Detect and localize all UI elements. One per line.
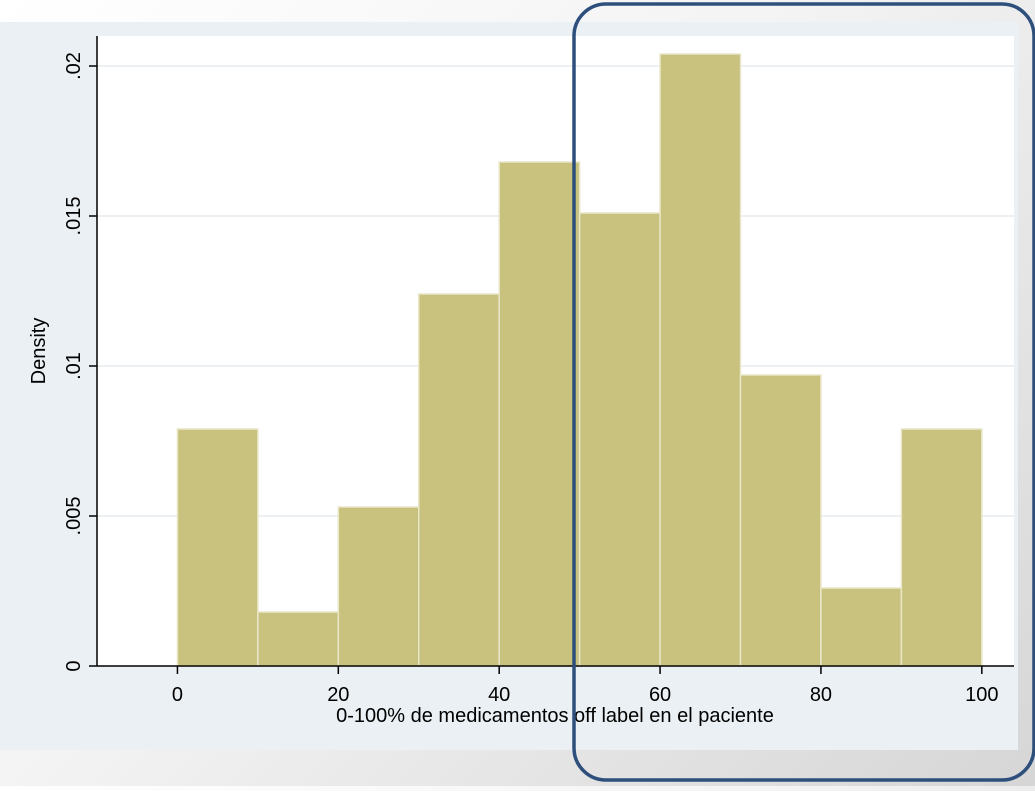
histogram-bar [578,212,661,667]
histogram-bar [739,374,822,667]
y-tick-label: .005 [63,497,85,536]
histogram-bar [820,587,903,667]
histogram-bar [498,161,581,667]
y-tick-label: .02 [63,52,85,80]
x-tick-label: 100 [965,684,998,706]
histogram-bar [337,506,420,667]
y-tick-label: .01 [63,352,85,380]
histogram-bar [257,611,340,667]
x-tick-label: 0 [172,684,183,706]
x-axis-ticks: 0 20 40 60 80 100 [172,666,999,706]
x-axis-label: 0-100% de medicamentos off label en el p… [336,705,774,727]
x-tick-label: 40 [488,684,510,706]
histogram-bar [659,53,742,667]
histogram-bar [900,428,983,667]
y-axis-label: Density [28,318,50,385]
x-tick-label: 80 [810,684,832,706]
highlight-rectangle [572,2,1035,782]
y-tick-label: .015 [63,197,85,236]
histogram-bars [176,53,983,667]
x-tick-label: 60 [649,684,671,706]
y-tick-label: 0 [63,660,85,671]
y-axis-ticks: 0 .005 .01 .015 .02 [63,52,97,672]
histogram-bar [176,428,259,667]
histogram-bar [418,293,500,667]
x-tick-label: 20 [327,684,349,706]
